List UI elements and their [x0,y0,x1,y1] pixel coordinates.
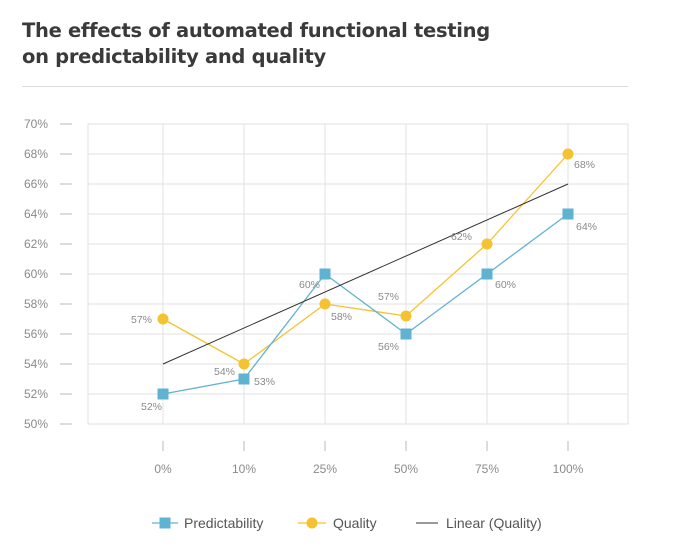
y-tick-label: 54% [24,357,48,371]
quality-point [400,310,412,322]
predictability-point [400,328,412,340]
legend-linear-label: Linear (Quality) [446,515,542,531]
predictability-point [481,268,493,280]
y-tick-label: 56% [24,327,48,341]
linear-quality-trendline [162,183,569,365]
predictability-point [319,268,331,280]
y-tick-label: 52% [24,387,48,401]
quality-point [319,298,331,310]
chart-title: The effects of automated functional test… [22,18,490,70]
y-tick-label: 58% [24,297,48,311]
legend-quality-marker [306,517,318,529]
predictability-point [157,388,169,400]
quality-data-label: 58% [331,311,352,323]
predictability-data-label: 64% [576,221,597,233]
y-tick-label: 62% [24,237,48,251]
chart-title-line-1: The effects of automated functional test… [22,19,490,42]
y-tick-label: 50% [24,417,48,431]
quality-point [238,358,250,370]
quality-data-label: 68% [574,159,595,171]
x-tick-label: 0% [154,462,172,476]
quality-data-label: 54% [214,366,235,378]
predictability-point [562,208,574,220]
predictability-data-label: 60% [299,279,320,291]
legend-predictability-label: Predictability [184,515,263,531]
predictability-data-label: 60% [495,279,516,291]
y-tick-label: 64% [24,207,48,221]
y-tick-label: 66% [24,177,48,191]
predictability-data-label: 52% [141,401,162,413]
chart-title-line-2: on predictability and quality [22,45,326,68]
x-tick-label: 25% [313,462,337,476]
predictability-series-line [162,213,569,395]
quality-data-label: 57% [378,291,399,303]
legend-predictability-marker [159,517,171,529]
predictability-data-label: 56% [378,341,399,353]
quality-series-line [162,153,569,365]
quality-point [157,313,169,325]
quality-point [481,238,493,250]
quality-data-label: 57% [131,314,152,326]
x-tick-label: 10% [232,462,256,476]
x-tick-label: 100% [553,462,584,476]
title-divider [22,86,628,87]
quality-point [562,148,574,160]
legend-quality-label: Quality [333,515,377,531]
y-tick-label: 70% [24,117,48,131]
quality-data-label: 62% [451,231,472,243]
predictability-point [238,373,250,385]
y-tick-label: 60% [24,267,48,281]
y-tick-label: 68% [24,147,48,161]
x-tick-label: 50% [394,462,418,476]
predictability-data-label: 53% [254,376,275,388]
x-tick-label: 75% [475,462,499,476]
